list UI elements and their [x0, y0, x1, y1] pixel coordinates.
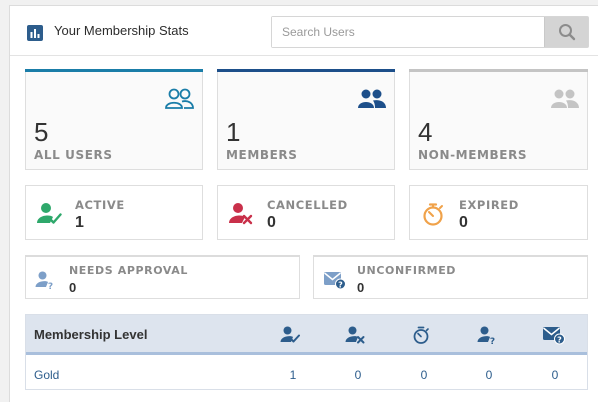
- card-accent-bar: [409, 69, 588, 72]
- stopwatch-icon: [423, 203, 443, 226]
- cancelled-cell[interactable]: 0: [354, 368, 362, 382]
- membership-level-link[interactable]: Gold: [34, 368, 60, 382]
- svg-text:?: ?: [48, 282, 53, 290]
- non-members-label: NON-MEMBERS: [418, 148, 528, 162]
- card-accent-bar: [25, 69, 203, 72]
- all-users-card[interactable]: 5 ALL USERS: [25, 69, 203, 170]
- cancelled-card[interactable]: CANCELLED 0: [217, 185, 395, 240]
- membership-stats-panel: Your Membership Stats 5 ALL USERS: [9, 5, 598, 402]
- card-accent-bar: [217, 69, 395, 72]
- table-header: Membership Level ?: [26, 315, 587, 355]
- expired-card[interactable]: EXPIRED 0: [409, 185, 588, 240]
- members-label: MEMBERS: [226, 148, 298, 162]
- active-card[interactable]: ACTIVE 1: [25, 185, 203, 240]
- search-box: [271, 16, 589, 48]
- users-solid-icon: [358, 89, 386, 108]
- expired-label: EXPIRED: [459, 198, 519, 212]
- user-question-icon: ?: [477, 326, 495, 345]
- table-row: Gold 1 0 0 0 0: [26, 358, 587, 391]
- needs-approval-count: 0: [69, 280, 77, 295]
- panel-header: Your Membership Stats: [10, 6, 598, 56]
- non-members-card[interactable]: 4 NON-MEMBERS: [409, 69, 588, 170]
- card-accent-bar: [25, 255, 300, 257]
- membership-level-table: Membership Level ?: [25, 314, 588, 390]
- needs-approval-label: NEEDS APPROVAL: [69, 264, 188, 277]
- svg-text:?: ?: [490, 337, 495, 345]
- envelope-question-icon: ?: [324, 272, 346, 290]
- search-button[interactable]: [544, 17, 588, 47]
- unconfirmed-label: UNCONFIRMED: [357, 264, 457, 277]
- non-members-count: 4: [418, 117, 433, 147]
- members-count: 1: [226, 117, 241, 147]
- user-check-icon: [280, 326, 300, 343]
- bar-chart-icon: [27, 25, 43, 41]
- user-check-icon: [37, 203, 62, 224]
- active-count: 1: [75, 214, 84, 231]
- svg-text:?: ?: [557, 335, 562, 344]
- needs-approval-card[interactable]: ? NEEDS APPROVAL 0: [25, 255, 300, 299]
- members-card[interactable]: 1 MEMBERS: [217, 69, 395, 170]
- search-input[interactable]: [272, 17, 544, 47]
- cancelled-count: 0: [267, 214, 276, 231]
- search-icon: [558, 24, 575, 41]
- all-users-count: 5: [34, 117, 49, 147]
- user-question-icon: ?: [35, 271, 53, 290]
- user-cancel-icon: [345, 326, 365, 344]
- card-accent-bar: [313, 255, 588, 257]
- cancelled-label: CANCELLED: [267, 198, 348, 212]
- users-gray-icon: [551, 89, 579, 108]
- users-outline-icon: [165, 88, 194, 109]
- unconfirmed-cell[interactable]: 0: [551, 368, 559, 382]
- envelope-question-icon: ?: [543, 327, 565, 345]
- active-cell[interactable]: 1: [289, 368, 297, 382]
- expired-cell[interactable]: 0: [420, 368, 428, 382]
- page-title: Your Membership Stats: [54, 23, 189, 38]
- unconfirmed-card[interactable]: ? UNCONFIRMED 0: [313, 255, 588, 299]
- svg-text:?: ?: [338, 280, 343, 289]
- stopwatch-icon: [413, 326, 429, 344]
- user-cancel-icon: [229, 203, 253, 225]
- needs-approval-cell[interactable]: 0: [485, 368, 493, 382]
- all-users-label: ALL USERS: [34, 148, 113, 162]
- active-label: ACTIVE: [75, 198, 125, 212]
- expired-count: 0: [459, 214, 468, 231]
- column-header-membership-level: Membership Level: [34, 327, 148, 342]
- unconfirmed-count: 0: [357, 280, 365, 295]
